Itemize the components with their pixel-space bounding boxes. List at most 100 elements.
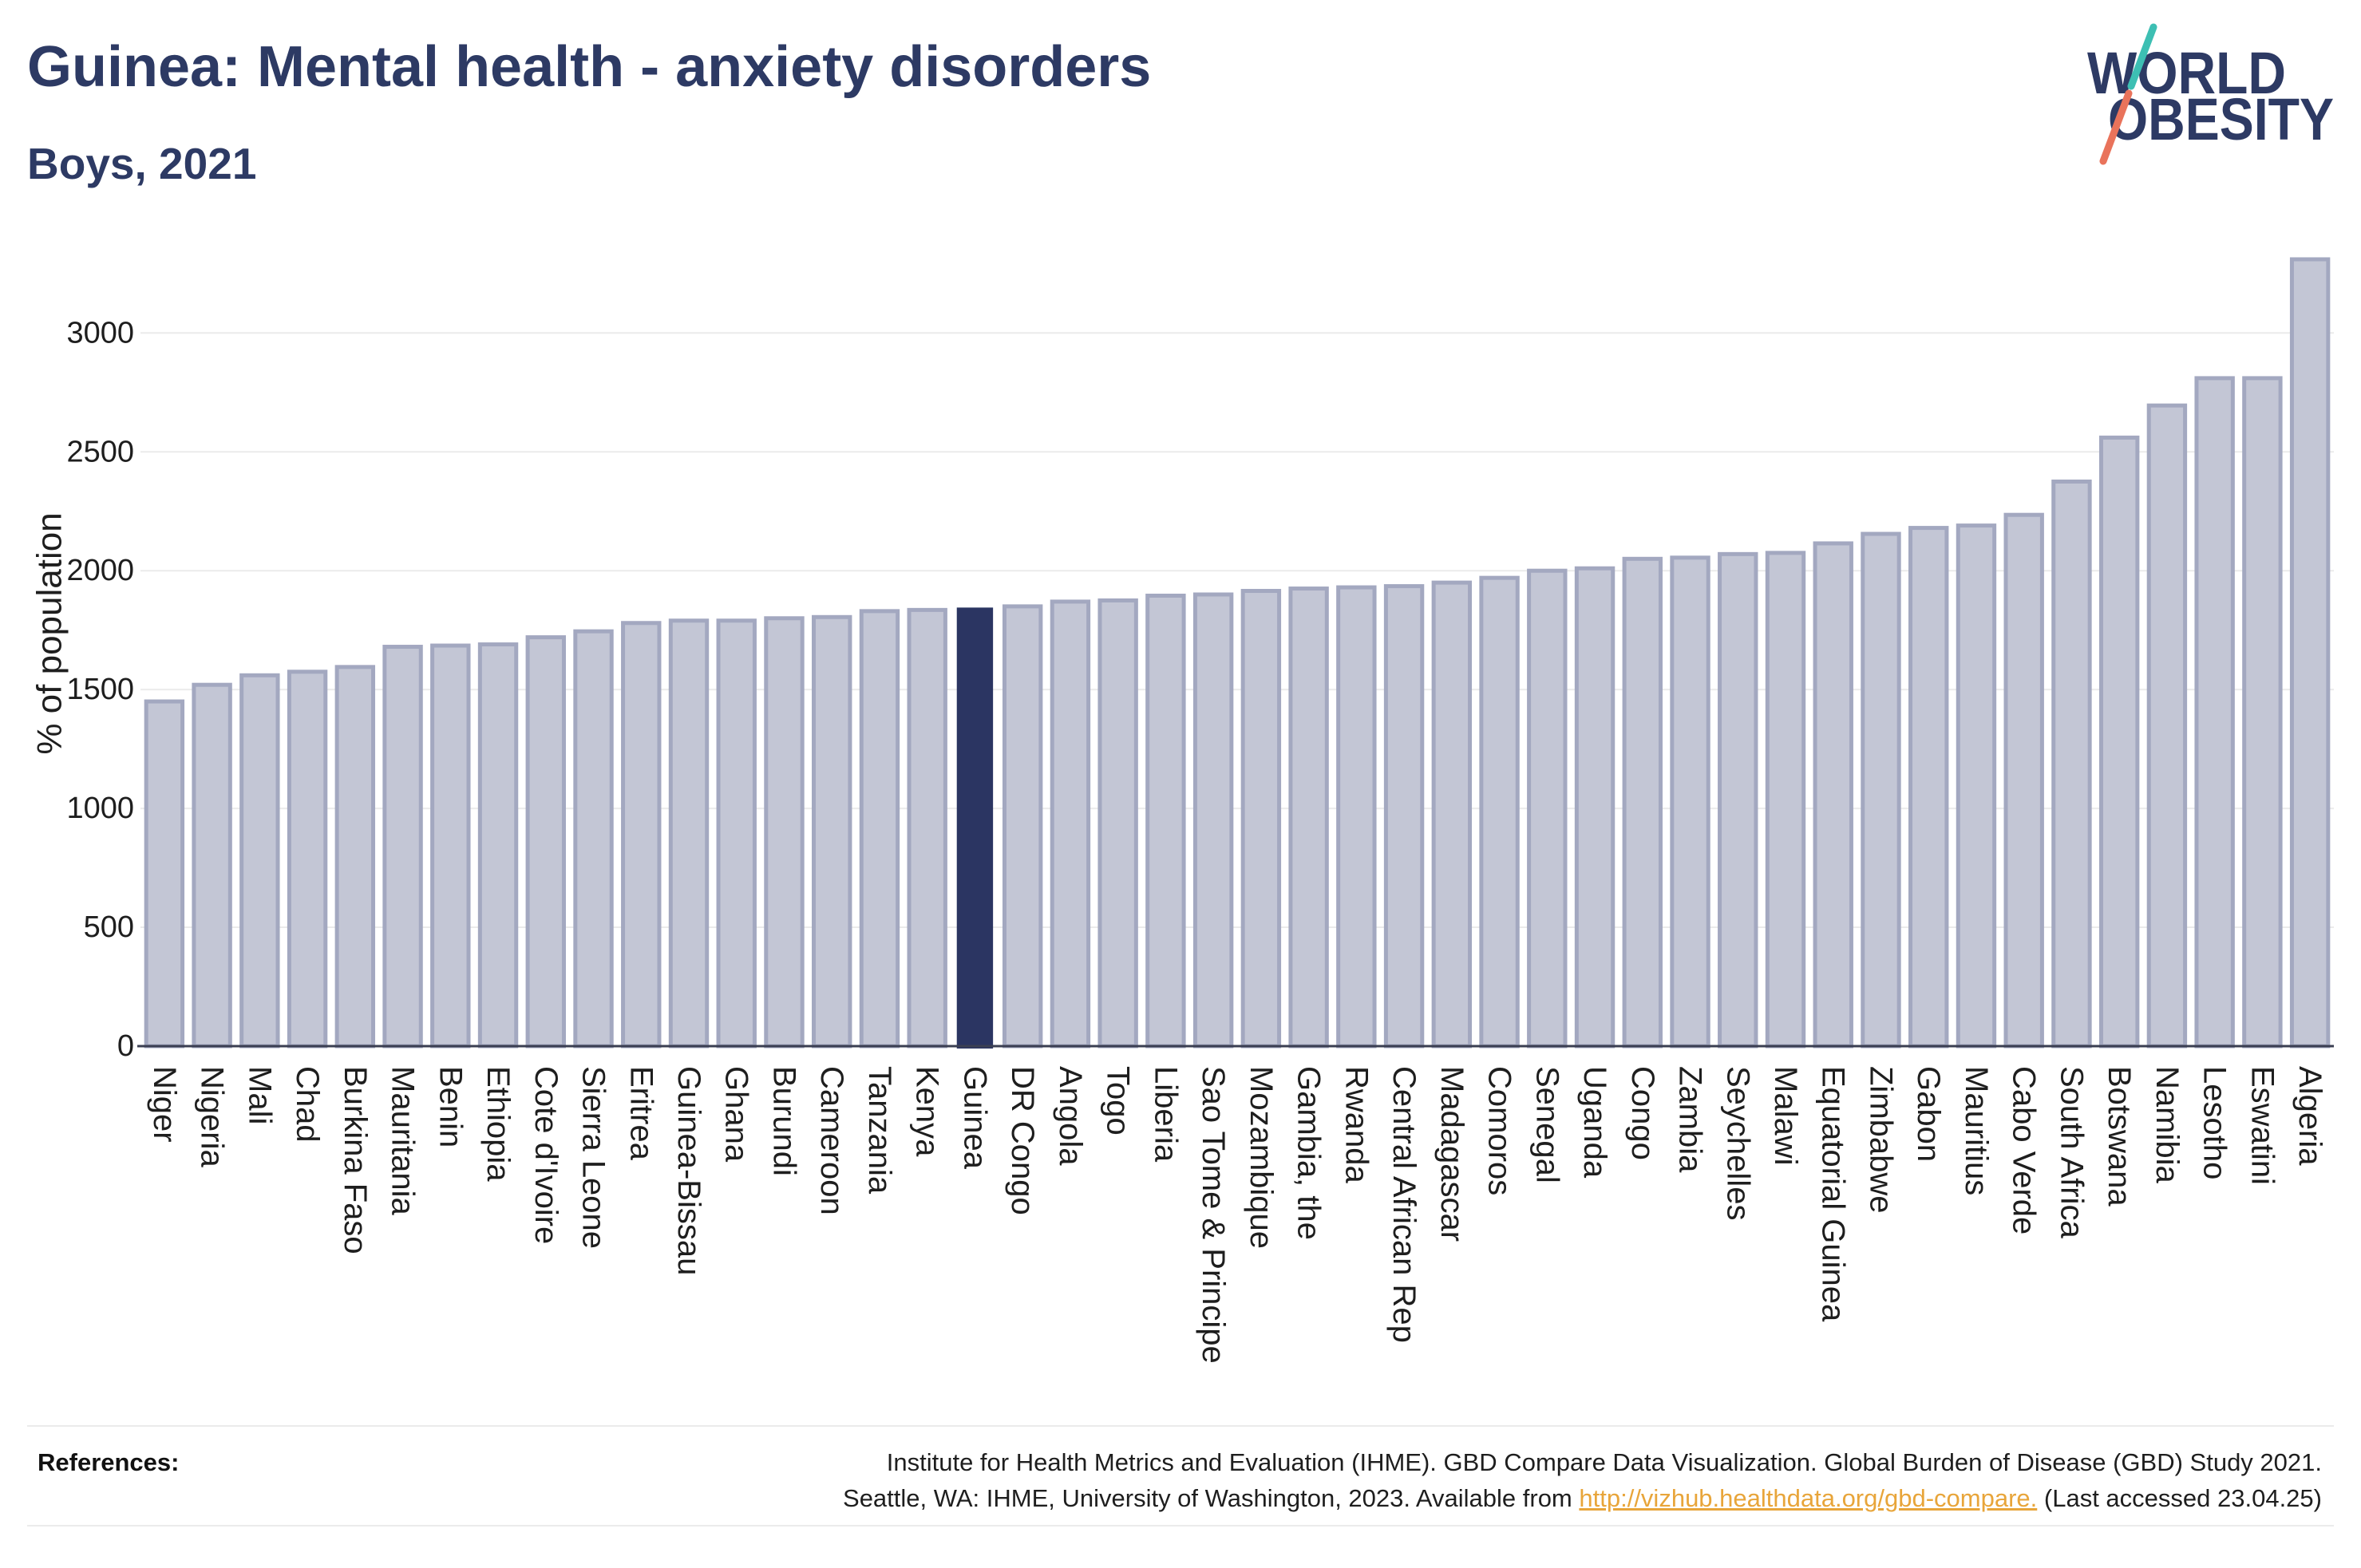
bar-namibia (2146, 403, 2188, 1049)
reference-text-line-2: Seattle, WA: IHME, University of Washing… (843, 1484, 2322, 1512)
bar-malawi (1765, 551, 1806, 1049)
y-tick-label-1000: 1000 (66, 792, 134, 825)
bar-eswatini (2242, 376, 2283, 1049)
x-tick-label-ghana: Ghana (719, 1066, 754, 1163)
bar-chart: 0 500 1000 1500 2000 2500 3000 Niger Nigeria Mal… (30, 257, 2334, 1364)
x-tick-label-niger: Niger (147, 1066, 182, 1143)
bar-zambia (1670, 555, 1710, 1049)
bar-south-africa (2051, 479, 2092, 1049)
bar-botswana (2098, 435, 2140, 1049)
world-obesity-logo: WORLD OBESITY (2087, 23, 2334, 165)
bar-liberia (1145, 593, 1186, 1049)
x-tick-label-liberia: Liberia (1148, 1066, 1183, 1163)
x-tick-label-chad: Chad (290, 1066, 325, 1143)
bar-burundi (764, 616, 805, 1049)
bar-mali (239, 673, 280, 1049)
x-tick-label-south-africa: South Africa (2054, 1066, 2089, 1238)
x-tick-label-rwanda: Rwanda (1339, 1066, 1374, 1184)
bar-ghana (716, 618, 757, 1049)
x-tick-label-zimbabwe: Zimbabwe (1863, 1066, 1898, 1214)
x-tick-label-guinea-bissau: Guinea-Bissau (671, 1066, 706, 1275)
logo-slash-teal-icon (2127, 23, 2157, 90)
x-tick-label-eritrea: Eritrea (623, 1066, 658, 1161)
y-tick-label-3000: 3000 (66, 316, 134, 350)
bar-sierra-leone (573, 629, 614, 1049)
bar-guinea (956, 607, 994, 1049)
references-label: References: (38, 1448, 180, 1476)
bar-burkina-faso (334, 665, 376, 1049)
bar-equatorial-guinea (1813, 541, 1853, 1049)
bar-chad (287, 669, 328, 1049)
x-tick-label-senegal: Senegal (1529, 1066, 1564, 1183)
x-tick-label-uganda: Uganda (1577, 1066, 1612, 1179)
y-tick-label-1500: 1500 (66, 673, 134, 706)
logo-text-world: WORLD (2087, 40, 2286, 106)
x-axis-ticks: Niger Nigeria Mali Chad Burkina Faso Mauritan… (147, 1066, 2327, 1364)
bar-zimbabwe (1861, 531, 1901, 1049)
x-tick-label-cote-d-ivoire: Cote d'Ivoire (528, 1066, 564, 1244)
x-tick-label-sao-tome-principe: Sao Tome & Principe (1196, 1066, 1231, 1364)
x-tick-label-zambia: Zambia (1673, 1066, 1708, 1173)
x-tick-label-mozambique: Mozambique (1244, 1066, 1279, 1249)
bar-mauritania (382, 645, 423, 1049)
bar-mauritius (1956, 523, 1997, 1049)
logo-slash-coral-icon (2099, 89, 2133, 165)
x-tick-label-burkina-faso: Burkina Faso (338, 1066, 373, 1254)
x-tick-label-burundi: Burundi (766, 1066, 801, 1176)
y-tick-label-2500: 2500 (66, 435, 134, 468)
bar-tanzania (859, 609, 900, 1049)
bar-nigeria (192, 682, 232, 1049)
x-tick-label-mauritius: Mauritius (1959, 1066, 1994, 1195)
x-tick-label-equatorial-guinea: Equatorial Guinea (1816, 1066, 1851, 1322)
logo-text-obesity: OBESITY (2108, 86, 2334, 152)
bar-angola (1050, 599, 1091, 1049)
x-tick-label-ethiopia: Ethiopia (481, 1066, 516, 1182)
reference-link[interactable]: http://vizhub.healthdata.org/gbd-compare… (1579, 1484, 2038, 1512)
x-tick-label-eswatini: Eswatini (2244, 1066, 2280, 1185)
bar-guinea-bissau (668, 618, 710, 1049)
bar-madagascar (1431, 580, 1473, 1049)
x-tick-label-cabo-verde: Cabo Verde (2007, 1066, 2042, 1234)
bar-algeria (2289, 257, 2331, 1049)
x-tick-label-gambia-the: Gambia, the (1291, 1066, 1327, 1240)
x-tick-label-central-african-rep: Central African Rep (1386, 1066, 1422, 1343)
x-tick-label-angola: Angola (1053, 1066, 1088, 1166)
bar-togo (1097, 598, 1138, 1049)
footer-divider-top (27, 1425, 2334, 1427)
chart-subtitle: Boys, 2021 (27, 139, 257, 188)
bar-cabo-verde (2003, 512, 2044, 1049)
bar-niger (144, 699, 185, 1049)
bar-seychelles (1718, 551, 1758, 1049)
reference-text-line-1: Institute for Health Metrics and Evaluat… (886, 1448, 2322, 1476)
bar-gabon (1908, 526, 1949, 1049)
x-tick-label-madagascar: Madagascar (1434, 1066, 1469, 1242)
x-tick-label-sierra-leone: Sierra Leone (576, 1066, 611, 1249)
x-tick-label-dr-congo: DR Congo (1005, 1066, 1040, 1215)
bar-comoros (1479, 575, 1520, 1049)
x-tick-label-mauritania: Mauritania (386, 1066, 421, 1216)
x-tick-label-seychelles: Seychelles (1720, 1066, 1755, 1220)
bars (144, 257, 2331, 1049)
x-tick-label-comoros: Comoros (1482, 1066, 1517, 1195)
footer-divider-bottom (27, 1525, 2334, 1527)
bar-dr-congo (1002, 604, 1043, 1049)
bar-senegal (1527, 568, 1568, 1049)
x-tick-label-nigeria: Nigeria (195, 1066, 230, 1167)
bar-congo (1622, 556, 1663, 1049)
x-tick-label-benin: Benin (433, 1066, 468, 1147)
y-tick-label-0: 0 (117, 1029, 134, 1063)
x-tick-label-congo: Congo (1625, 1066, 1660, 1160)
x-tick-label-togo: Togo (1101, 1066, 1136, 1136)
x-tick-label-namibia: Namibia (2149, 1066, 2185, 1183)
x-tick-label-kenya: Kenya (910, 1066, 945, 1157)
bar-lesotho (2194, 376, 2235, 1049)
reference-text-line-2-suffix: (Last accessed 23.04.25) (2043, 1484, 2322, 1512)
bar-central-african-rep (1383, 584, 1425, 1049)
y-tick-label-2000: 2000 (66, 554, 134, 587)
bar-mozambique (1240, 589, 1282, 1049)
chart-title: Guinea: Mental health - anxiety disorder… (27, 35, 1152, 99)
y-tick-label-500: 500 (84, 910, 134, 944)
bar-cameroon (812, 614, 852, 1049)
x-tick-label-gabon: Gabon (1911, 1066, 1946, 1162)
bar-cote-d-ivoire (525, 635, 566, 1049)
